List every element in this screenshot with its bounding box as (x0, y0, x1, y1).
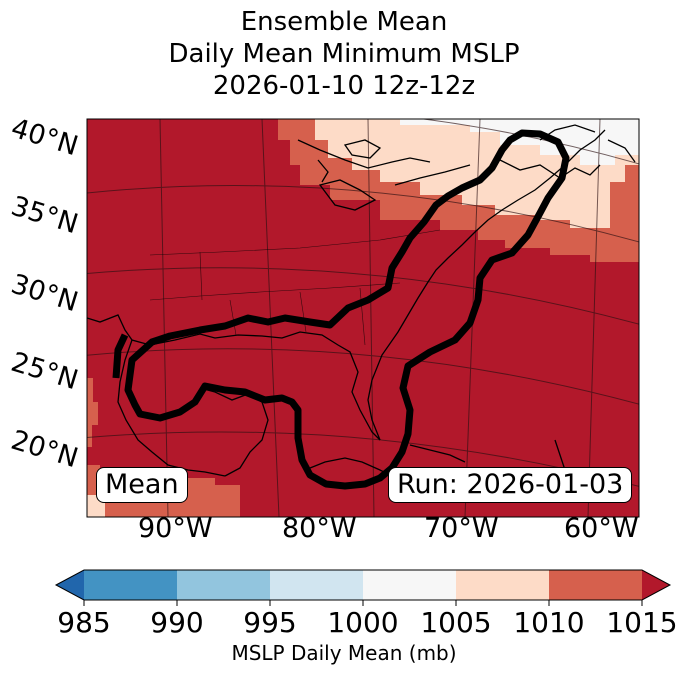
colorbar-bin-1005 (456, 570, 549, 600)
mean-contour (124, 129, 570, 490)
mean-label-box: Mean (96, 467, 188, 503)
pressure-field-1000 (400, 119, 639, 165)
colorbar-tick-1015: 1015 (606, 606, 678, 639)
title-line-2: Daily Mean Minimum MSLP (168, 39, 520, 69)
colorbar-bin-1000 (363, 570, 456, 600)
colorbar-tick-1000: 1000 (327, 606, 399, 639)
colorbar-extend-high (642, 570, 670, 600)
gulf-contour-shadow (112, 333, 129, 379)
title-line-3: 2026-01-10 12z-12z (212, 71, 476, 101)
lon-label-80: 80°W (282, 513, 357, 544)
colorbar-bin-1010 (549, 570, 642, 600)
colorbar-bin-995 (270, 570, 363, 600)
colorbar-tick-1010: 1010 (513, 606, 585, 639)
colorbar-extend-low (56, 570, 84, 600)
colorbar-bin-985 (84, 570, 177, 600)
lon-label-60: 60°W (564, 513, 639, 544)
lon-label-70: 70°W (424, 513, 499, 544)
pressure-field-west-1010 (87, 378, 98, 447)
colorbar-label: MSLP Daily Mean (mb) (231, 641, 457, 665)
title-line-1: Ensemble Mean (240, 7, 448, 37)
run-date-box: Run: 2026-01-03 (388, 467, 633, 503)
colorbar-tick-995: 995 (243, 606, 297, 639)
lon-label-90: 90°W (138, 513, 213, 544)
colorbar-bin-990 (177, 570, 270, 600)
colorbar-tick-985: 985 (57, 606, 111, 639)
colorbar-tick-1005: 1005 (420, 606, 492, 639)
colorbar-tick-990: 990 (150, 606, 204, 639)
state-borders (149, 229, 441, 346)
